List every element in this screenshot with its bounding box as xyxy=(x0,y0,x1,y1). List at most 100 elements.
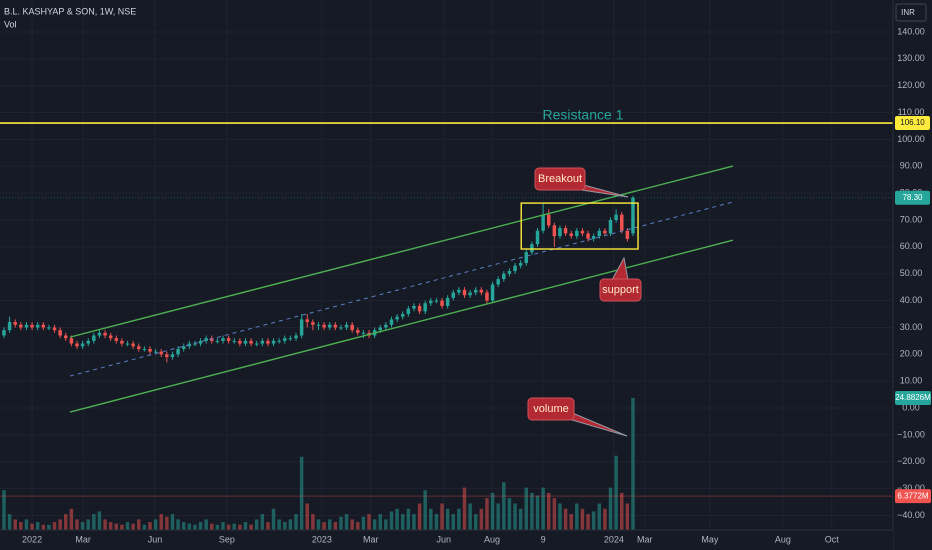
volume-bar xyxy=(176,519,180,530)
candle-body xyxy=(468,292,472,296)
candle-body xyxy=(597,230,602,237)
volume-bar xyxy=(451,514,456,530)
last-price-tag: 78.30 xyxy=(902,193,923,202)
candle-body xyxy=(496,279,500,285)
volume-bar xyxy=(322,522,326,530)
volume-bar xyxy=(350,519,354,530)
volume-bar xyxy=(541,487,545,530)
y-tick-label: 120.00 xyxy=(897,80,925,90)
candle-body xyxy=(131,343,135,347)
volume-bar xyxy=(372,519,377,530)
candle-body xyxy=(473,289,478,293)
candle-body xyxy=(575,230,579,237)
x-tick-label: Sep xyxy=(219,534,235,544)
candle-body xyxy=(299,319,304,336)
volume-bar xyxy=(305,503,309,530)
volume-bar xyxy=(344,514,349,530)
resistance-label: Resistance 1 xyxy=(543,107,624,123)
candle-body xyxy=(530,244,534,253)
x-tick-label: Aug xyxy=(775,534,791,544)
last-price-tag-bg xyxy=(895,190,930,205)
volume-bar xyxy=(7,514,12,530)
y-tick-label: −20.00 xyxy=(897,456,925,466)
candle-body xyxy=(2,330,6,336)
x-tick-label: May xyxy=(701,534,719,544)
candle-body xyxy=(389,319,394,325)
candle-body xyxy=(159,351,163,355)
candle-body xyxy=(429,300,433,304)
volume-bar xyxy=(19,522,23,530)
volume-bar xyxy=(496,503,500,530)
volume-bar xyxy=(333,522,338,530)
volume-bar xyxy=(108,522,113,530)
candle-body xyxy=(238,340,242,344)
y-tick-label: −10.00 xyxy=(897,429,925,439)
y-tick-label: 10.00 xyxy=(900,376,923,386)
volume-bar xyxy=(502,482,506,530)
candle-body xyxy=(485,292,489,301)
volume-bar xyxy=(165,516,169,530)
volume-bar xyxy=(75,519,79,530)
volume-bar xyxy=(114,523,119,530)
volume-bar xyxy=(445,508,450,530)
candle-body xyxy=(148,348,152,352)
candle-body xyxy=(232,340,236,342)
volume-bar xyxy=(193,524,197,530)
candle-body xyxy=(283,338,287,341)
currency-button[interactable] xyxy=(895,3,927,22)
candle-body xyxy=(479,289,484,293)
candle-body xyxy=(513,265,517,272)
candle-body xyxy=(80,343,85,347)
x-tick-label: Mar xyxy=(637,534,653,544)
volume-bar xyxy=(367,514,371,530)
volume-bar xyxy=(47,524,51,530)
candle-body xyxy=(423,303,427,312)
candle-body xyxy=(266,340,270,344)
candle-body xyxy=(243,340,248,344)
volume-ma-tag: 6.3772M xyxy=(897,491,928,500)
candle-body xyxy=(625,230,630,239)
candle-body xyxy=(7,322,12,331)
volume-bar xyxy=(80,522,85,530)
y-tick-label: 90.00 xyxy=(900,161,923,171)
volume-bar xyxy=(614,455,618,530)
candle-body xyxy=(249,340,253,344)
candle-body xyxy=(322,324,326,328)
y-tick-label: 50.00 xyxy=(900,268,923,278)
candle-body xyxy=(541,214,545,231)
volume-bar xyxy=(243,522,248,530)
candle-body xyxy=(400,314,405,317)
candle-body xyxy=(181,346,186,349)
x-tick-label: 2024 xyxy=(604,534,624,544)
trend-line xyxy=(69,165,734,338)
volume-bar xyxy=(530,492,534,530)
candle-body xyxy=(614,214,618,221)
candle-body xyxy=(608,220,613,234)
volume-title: Vol xyxy=(4,19,17,29)
candle-body xyxy=(13,322,17,325)
candle-body xyxy=(524,252,529,263)
candle-body xyxy=(198,340,203,344)
volume-bar xyxy=(620,492,624,530)
candle-body xyxy=(603,230,607,234)
volume-bar xyxy=(546,492,551,530)
candle-body xyxy=(58,330,62,336)
candle-body xyxy=(546,214,551,226)
volume-bar xyxy=(238,524,242,530)
volume-bar xyxy=(30,523,34,530)
x-tick-label: 2022 xyxy=(22,534,42,544)
volume-bar xyxy=(608,487,613,530)
volume-bar xyxy=(625,503,630,530)
volume-bar xyxy=(395,508,399,530)
candle-body xyxy=(294,335,298,339)
volume-bar xyxy=(92,514,96,530)
volume-bar xyxy=(131,523,135,530)
volume-bar xyxy=(288,519,293,530)
volume-bar xyxy=(423,490,427,530)
volume-bar xyxy=(221,522,225,530)
volume-bar xyxy=(586,514,590,530)
candle-body xyxy=(311,322,315,325)
volume-bar xyxy=(103,519,107,530)
volume-bar xyxy=(283,522,287,530)
